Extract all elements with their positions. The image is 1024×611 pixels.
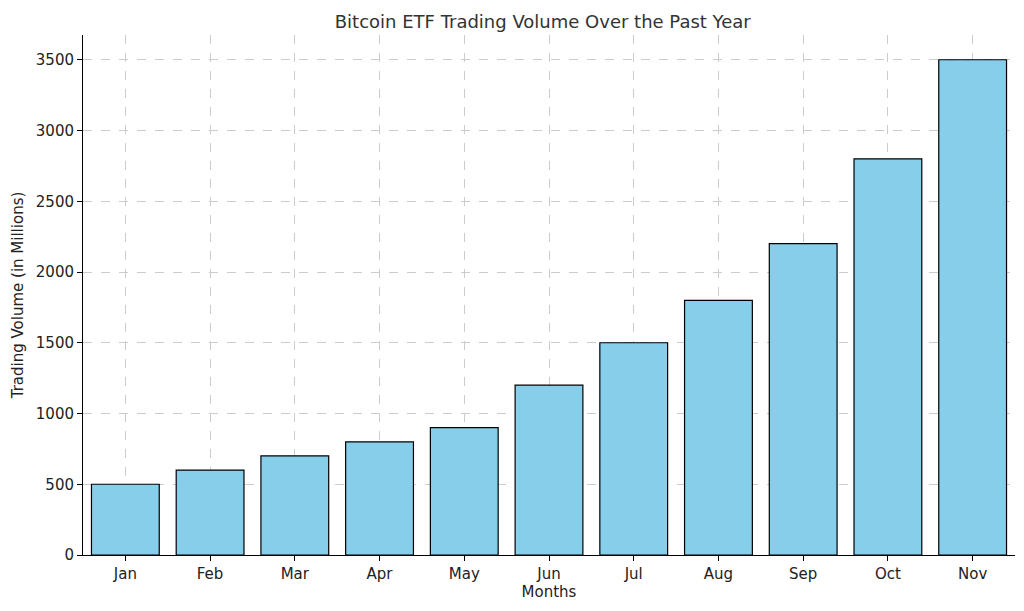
svg-text:Mar: Mar [281, 565, 310, 583]
svg-text:Trading Volume (in Millions): Trading Volume (in Millions) [9, 192, 27, 400]
svg-text:2500: 2500 [36, 193, 74, 211]
svg-text:2000: 2000 [36, 263, 74, 281]
svg-text:Months: Months [522, 583, 577, 601]
svg-text:Oct: Oct [875, 565, 901, 583]
svg-text:Sep: Sep [789, 565, 817, 583]
svg-text:1000: 1000 [36, 405, 74, 423]
svg-text:1500: 1500 [36, 334, 74, 352]
svg-text:Bitcoin ETF Trading Volume Ove: Bitcoin ETF Trading Volume Over the Past… [335, 11, 752, 32]
svg-text:May: May [449, 565, 480, 583]
svg-text:Feb: Feb [197, 565, 224, 583]
svg-text:Apr: Apr [367, 565, 394, 583]
svg-text:Nov: Nov [958, 565, 987, 583]
svg-text:Jun: Jun [536, 565, 560, 583]
svg-text:0: 0 [64, 546, 74, 564]
svg-text:Aug: Aug [704, 565, 733, 583]
svg-text:Jul: Jul [624, 565, 643, 583]
svg-text:3500: 3500 [36, 51, 74, 69]
svg-text:3000: 3000 [36, 122, 74, 140]
svg-text:Jan: Jan [113, 565, 137, 583]
svg-text:500: 500 [45, 476, 74, 494]
